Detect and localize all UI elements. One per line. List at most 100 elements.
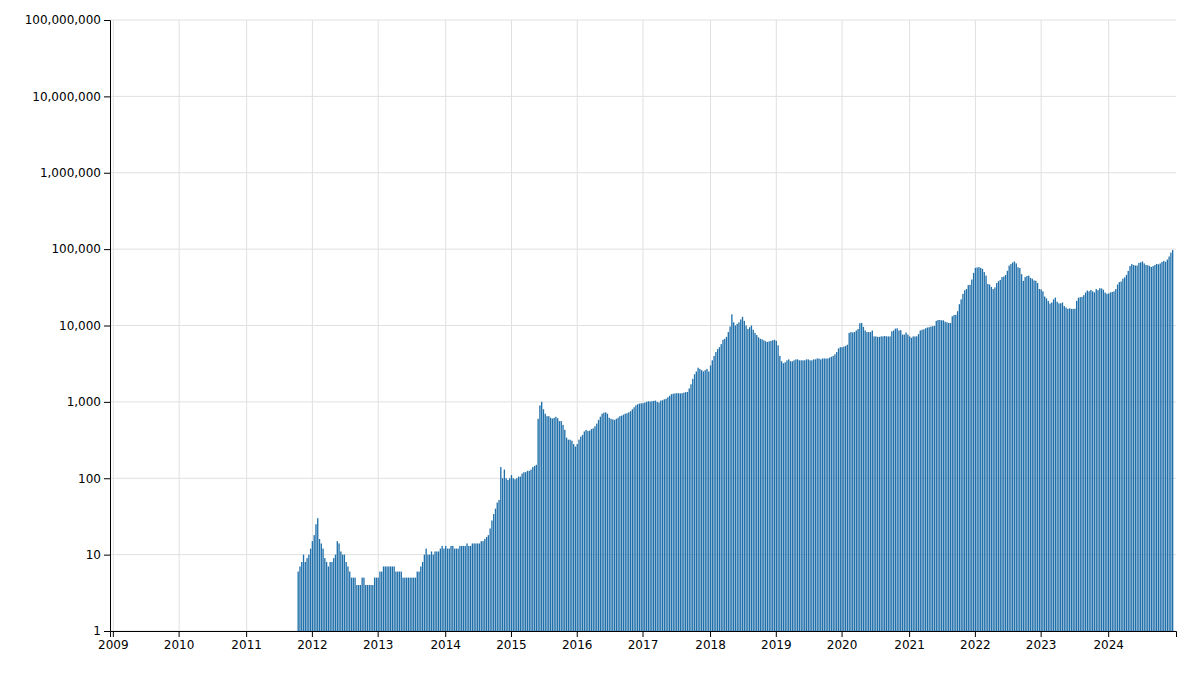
bar [457, 549, 458, 631]
bar [358, 585, 359, 631]
bar [431, 551, 432, 631]
x-axis-line [111, 632, 1177, 638]
bar [282, 631, 283, 632]
bar [646, 402, 647, 631]
bar [799, 360, 800, 631]
bar [626, 413, 627, 631]
bar [223, 631, 224, 632]
bar [255, 631, 256, 632]
bar [930, 327, 931, 631]
bar [600, 417, 601, 631]
bar [735, 326, 736, 632]
bar [122, 631, 123, 632]
bar [125, 631, 126, 632]
bar [648, 401, 649, 631]
bar [731, 314, 732, 631]
bar [728, 332, 729, 631]
x-tick-label: 2024 [1093, 638, 1124, 652]
bar [760, 339, 761, 631]
bar [609, 418, 610, 631]
grid [110, 20, 1176, 631]
bar [331, 562, 332, 631]
bar [346, 562, 347, 631]
bar [911, 338, 912, 631]
bar [655, 401, 656, 631]
bar [1168, 257, 1169, 631]
bar [216, 631, 217, 632]
bar [1090, 290, 1091, 631]
bar [303, 555, 304, 631]
bar [596, 424, 597, 631]
x-grid-line [179, 20, 180, 631]
bar [676, 393, 677, 631]
bar [445, 546, 446, 631]
x-tick-label: 2013 [363, 638, 394, 652]
bar [639, 404, 640, 631]
bar [806, 359, 807, 631]
bar [697, 368, 698, 631]
bar [209, 631, 210, 632]
bar [267, 631, 268, 632]
bar [671, 394, 672, 631]
bar [795, 359, 796, 631]
y-tick-label: 10,000 [59, 319, 101, 333]
bar [872, 331, 873, 631]
bar [1122, 279, 1123, 631]
bar [518, 477, 519, 631]
bar [804, 360, 805, 631]
bar [635, 405, 636, 631]
bar [500, 467, 501, 631]
bar [633, 407, 634, 631]
bar [523, 472, 524, 631]
x-tick: 2015 [496, 631, 527, 652]
bar [150, 631, 151, 632]
bar [205, 631, 206, 632]
x-grid-line [378, 20, 379, 631]
bar [895, 329, 896, 631]
bar [168, 631, 169, 632]
bar [180, 631, 181, 632]
bar [274, 631, 275, 632]
bar [321, 543, 322, 631]
bar [417, 572, 418, 631]
bar [959, 304, 960, 631]
bar [902, 335, 903, 631]
bar [630, 411, 631, 631]
bar [705, 370, 706, 631]
bar [687, 392, 688, 631]
x-grid-line [1041, 20, 1042, 631]
bar [763, 340, 764, 631]
bar [422, 562, 423, 631]
bar [559, 421, 560, 631]
bar [991, 287, 992, 631]
bar [527, 471, 528, 631]
bar [529, 471, 530, 631]
bar [328, 566, 329, 631]
bar [692, 379, 693, 631]
x-tick-label: 2015 [496, 638, 527, 652]
bar [573, 444, 574, 631]
bar [392, 566, 393, 631]
bar [1032, 279, 1033, 631]
bar [441, 546, 442, 631]
bar [699, 369, 700, 631]
bar [260, 631, 261, 632]
bar [1101, 289, 1102, 631]
bar [427, 555, 428, 631]
y-tick-mark [104, 402, 110, 403]
bar [273, 631, 274, 632]
bar [388, 566, 389, 631]
bar [904, 335, 905, 631]
bar [889, 336, 890, 631]
bar [248, 631, 249, 632]
bar [468, 546, 469, 631]
bar [849, 333, 850, 631]
bar [920, 331, 921, 631]
bar [1014, 262, 1015, 631]
bar [326, 562, 327, 631]
bar [584, 431, 585, 631]
bar [138, 631, 139, 632]
bar [459, 546, 460, 631]
bar [344, 555, 345, 631]
bar [337, 541, 338, 631]
